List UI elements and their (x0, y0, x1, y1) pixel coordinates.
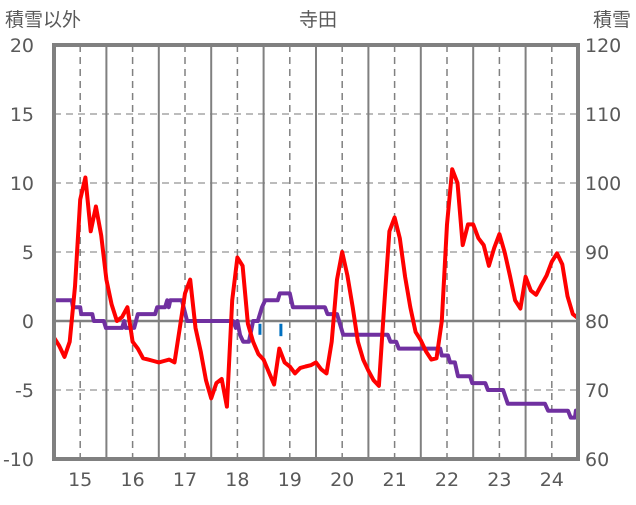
chart-title: 寺田 (299, 9, 337, 31)
y-right-tick-label: 110 (585, 104, 621, 126)
y-right-tick-label: 80 (585, 311, 609, 333)
series-layer (52, 167, 580, 420)
x-tick-label: 24 (540, 469, 564, 491)
y-left-tick-label: 0 (22, 311, 34, 333)
plot-frame (52, 43, 580, 461)
tick-labels: 15 16 17 18 19 20 21 22 23 24 20 15 10 5 0 -5 -10 120 110 1… (3, 35, 621, 491)
x-tick-label: 18 (225, 469, 249, 491)
non-snow-line (52, 167, 580, 409)
y-left-tick-label: -10 (3, 449, 34, 471)
y-left-tick-label: 10 (10, 173, 34, 195)
y-left-tick-label: 5 (22, 242, 34, 264)
y-left-tick-label: -5 (15, 380, 34, 402)
y-right-tick-label: 70 (585, 380, 609, 402)
y-right-tick-label: 90 (585, 242, 609, 264)
x-tick-label: 21 (383, 469, 407, 491)
x-tick-label: 23 (487, 469, 511, 491)
left-axis-label: 積雪以外 (5, 9, 81, 31)
x-tick-label: 16 (121, 469, 145, 491)
y-right-tick-label: 60 (585, 449, 609, 471)
x-tick-label: 17 (173, 469, 197, 491)
snow-depth-line (54, 291, 580, 420)
x-tick-label: 20 (330, 469, 354, 491)
y-left-tick-label: 20 (10, 35, 34, 57)
x-tick-label: 22 (435, 469, 459, 491)
grid (54, 45, 578, 459)
y-right-tick-label: 120 (585, 35, 621, 57)
y-left-tick-label: 15 (10, 104, 34, 126)
x-tick-label: 15 (68, 469, 92, 491)
x-tick-label: 19 (278, 469, 302, 491)
right-axis-label: 積雪 (593, 9, 631, 31)
y-right-tick-label: 100 (585, 173, 621, 195)
